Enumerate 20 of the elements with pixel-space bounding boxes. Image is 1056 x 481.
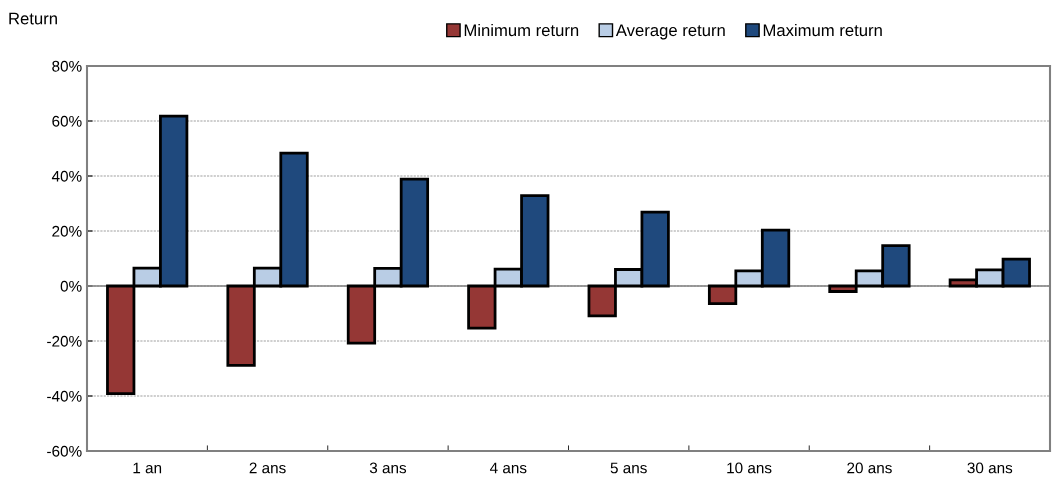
x-tick-label: 2 ans xyxy=(249,462,286,474)
x-tick-label: 30 ans xyxy=(967,462,1013,474)
x-tick-label: 4 ans xyxy=(489,462,527,474)
y-axis-title: Return xyxy=(9,12,57,25)
legend-label: Minimum return xyxy=(464,23,579,37)
y-tick-label: 60% xyxy=(52,115,82,127)
y-tick-label: -40% xyxy=(47,390,82,402)
legend-label: Average return xyxy=(615,24,725,40)
y-tick-label: 0% xyxy=(60,280,82,292)
y-tick-label: 40% xyxy=(51,170,82,182)
y-tick-label: 20% xyxy=(52,225,82,237)
x-tick-label: 3 ans xyxy=(369,462,407,474)
x-tick-label: 10 ans xyxy=(727,462,772,474)
x-tick-label: 1 an xyxy=(133,462,162,474)
x-tick-label: 20 ans xyxy=(847,462,892,474)
y-tick-label: -60% xyxy=(47,445,82,457)
legend-label: Maximum return xyxy=(763,23,882,37)
y-tick-label: -20% xyxy=(47,335,82,347)
x-tick-label: 5 ans xyxy=(610,462,647,474)
y-tick-label: 80% xyxy=(52,60,82,72)
